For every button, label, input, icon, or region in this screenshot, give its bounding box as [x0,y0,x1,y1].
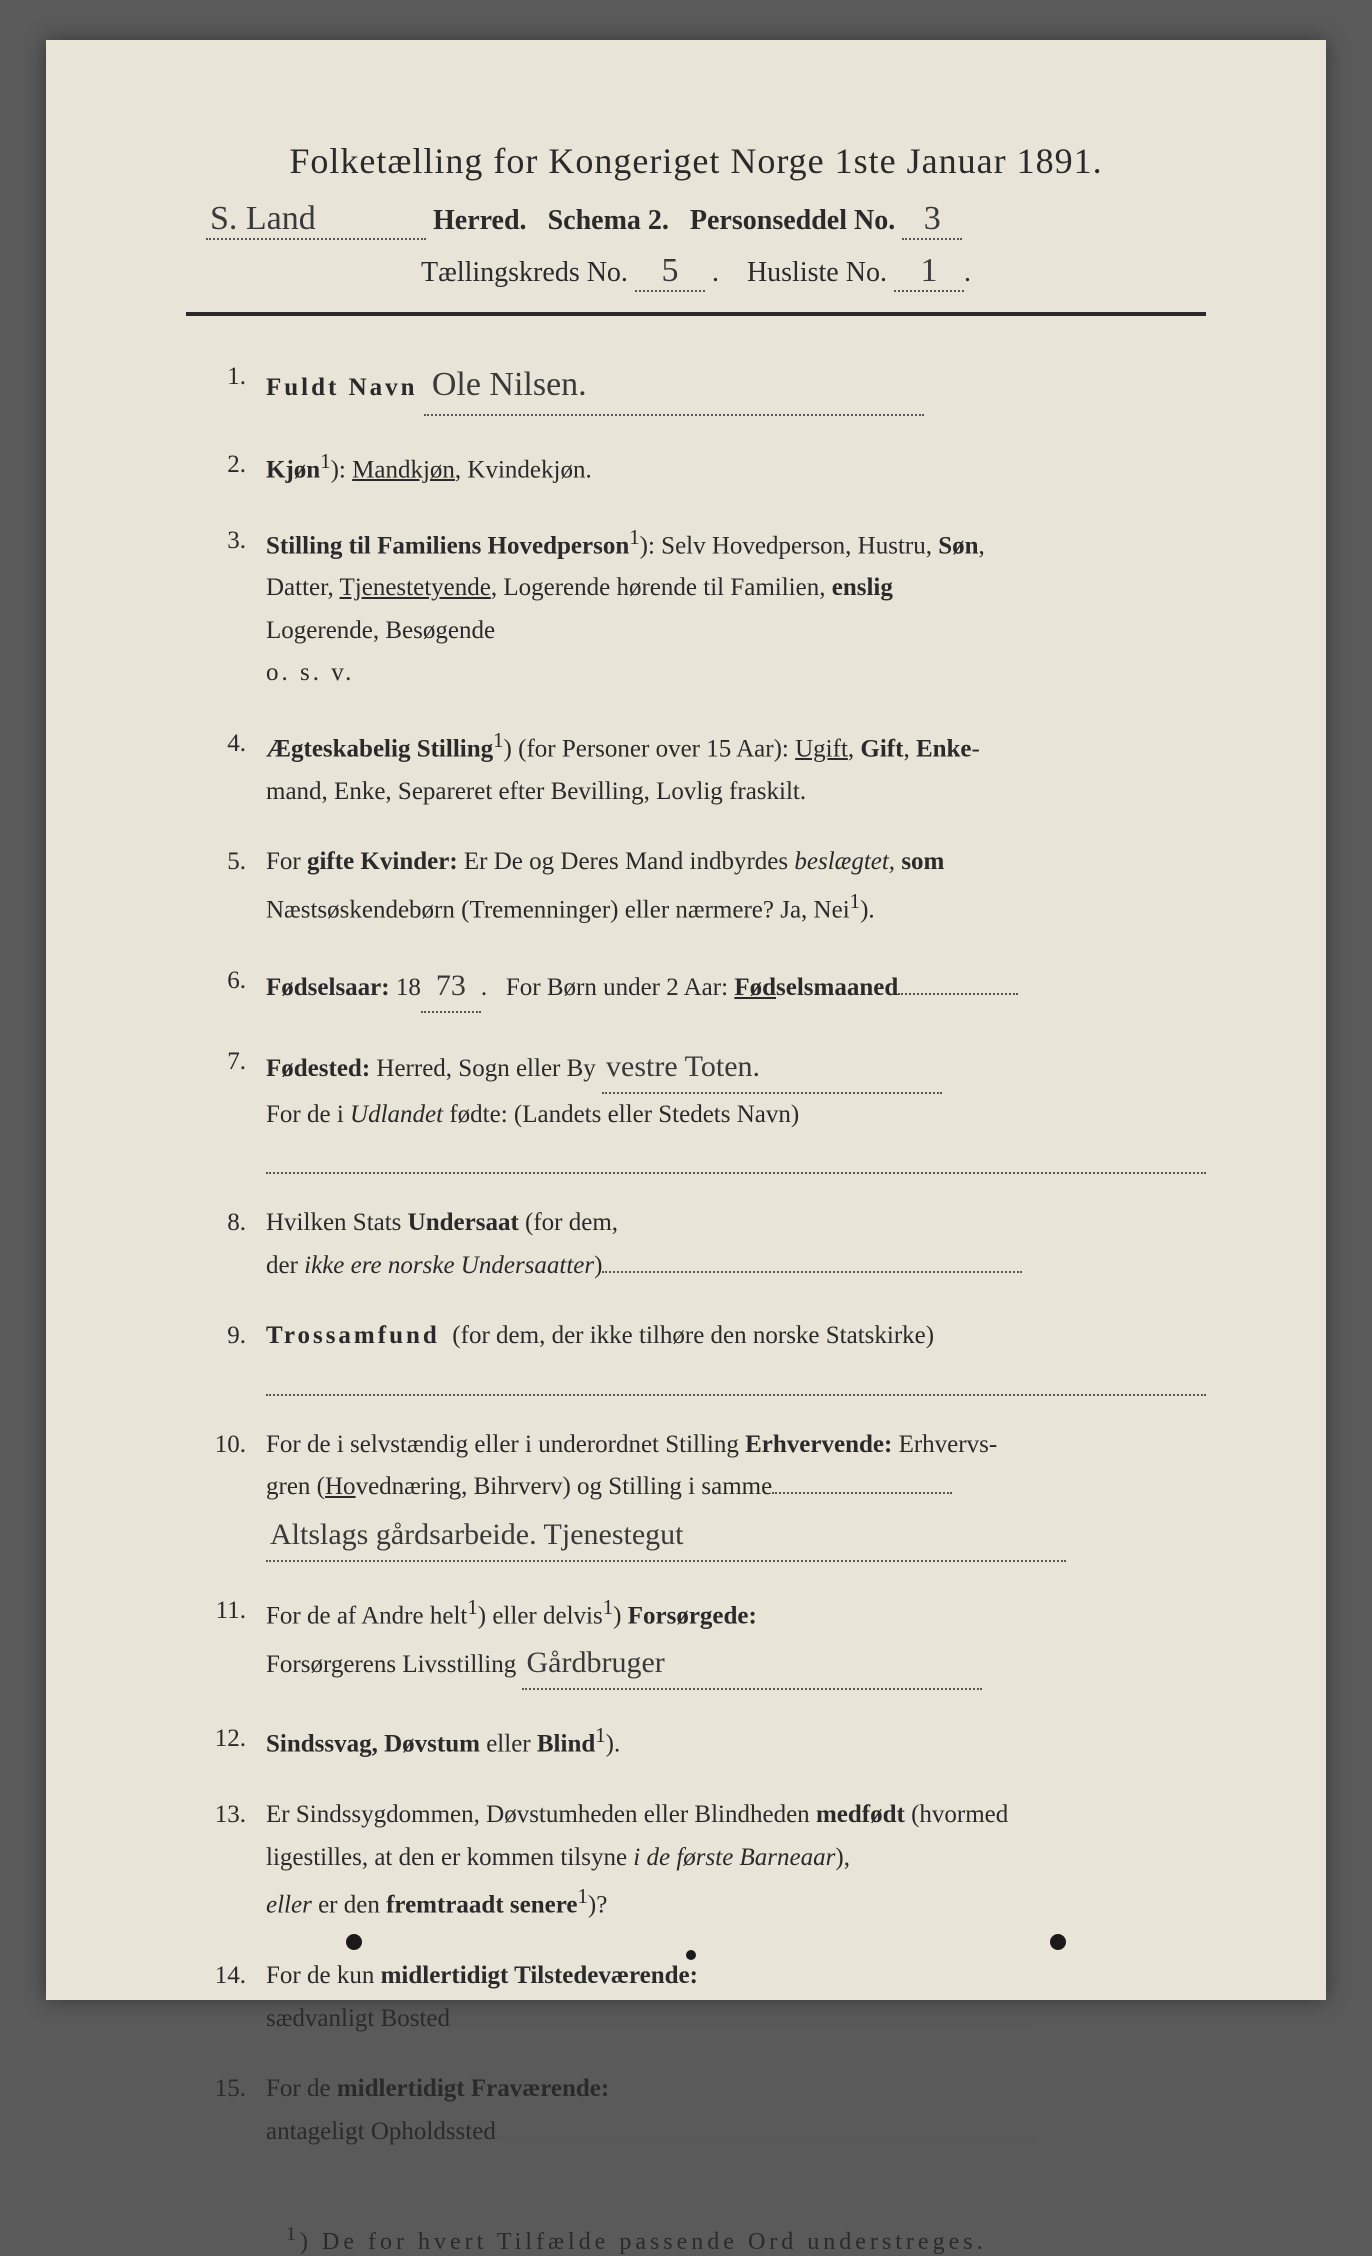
name-handwritten: Ole Nilsen. [424,356,924,416]
entry-label: Undersaat [408,1209,519,1236]
entry-number: 5. [206,841,266,931]
personseddel-label: Personseddel No. [690,205,895,236]
birthplace-handwritten: vestre Toten. [602,1041,942,1094]
entry-label: Ægteskabelig Stilling [266,735,493,762]
inkblot-icon [1050,1934,1066,1950]
entry-label: gifte Kvinder: [307,848,458,875]
entry-12: 12. Sindssvag, Døvstum eller Blind1). [206,1718,1206,1766]
husliste-label: Husliste No. [747,257,887,288]
entry-label: Stilling til Familiens Hovedperson [266,532,629,559]
marital-selected: Ugift [795,735,848,762]
personseddel-no-handwritten: 3 [902,200,962,240]
entry-number: 10. [206,1424,266,1562]
kreds-no-handwritten: 5 [635,252,705,292]
entry-2: 2. Kjøn1): Mandkjøn, Kvindekjøn. [206,444,1206,492]
entry-5: 5. For gifte Kvinder: Er De og Deres Man… [206,841,1206,931]
census-form-page: Folketælling for Kongeriget Norge 1ste J… [46,40,1326,2000]
schema-label: Schema 2. [548,205,669,236]
entry-label: Kjøn [266,456,320,483]
entry-label: Trossamfund [266,1322,440,1349]
entry-number: 2. [206,444,266,492]
kreds-label: Tællingskreds No. [421,257,628,288]
entry-number: 9. [206,1315,266,1396]
entry-10: 10. For de i selvstændig eller i underor… [206,1424,1206,1562]
entry-4: 4. Ægteskabelig Stilling1) (for Personer… [206,723,1206,813]
entry-number: 12. [206,1718,266,1766]
entry-number: 6. [206,960,266,1013]
entry-number: 15. [206,2068,266,2153]
birth-year-handwritten: 73 [421,960,481,1013]
entry-label: Forsørgede: [628,1602,757,1629]
entry-number: 3. [206,520,266,695]
entry-number: 8. [206,1202,266,1287]
entry-label: Erhvervende: [745,1431,892,1458]
herred-label: Herred. [433,205,527,236]
form-header: Folketælling for Kongeriget Norge 1ste J… [186,140,1206,292]
relation-selected: Tjenestetyende [340,574,491,601]
entry-number: 14. [206,1955,266,2040]
entry-11: 11. For de af Andre helt1) eller delvis1… [206,1590,1206,1691]
entry-number: 7. [206,1041,266,1175]
entry-label: Fødselsaar: [266,974,390,1001]
entry-8: 8. Hvilken Stats Undersaat (for dem, der… [206,1202,1206,1287]
entry-label: Fødested: [266,1055,370,1082]
inkblot-icon [346,1934,362,1950]
footnote: 1) De for hvert Tilfælde passende Ord un… [186,2223,1206,2256]
entry-number: 11. [206,1590,266,1691]
entry-label: midlertidigt Tilstedeværende: [381,1962,698,1989]
herred-handwritten: S. Land [206,200,426,240]
subheader-line-1: S. Land Herred. Schema 2. Personseddel N… [186,200,1206,240]
entry-number: 4. [206,723,266,813]
entry-7: 7. Fødested: Herred, Sogn eller By vestr… [206,1041,1206,1175]
inkblot-icon [686,1950,696,1960]
entry-13: 13. Er Sindssygdommen, Døvstumheden elle… [206,1794,1206,1927]
entry-number: 13. [206,1794,266,1927]
occupation-handwritten: Altslags gårdsarbeide. Tjenestegut [266,1509,1066,1562]
gender-selected: Mandkjøn [352,456,455,483]
entry-9: 9. Trossamfund (for dem, der ikke tilhør… [206,1315,1206,1396]
subheader-line-2: Tællingskreds No. 5 . Husliste No. 1. [186,252,1206,292]
entry-label: medfødt [816,1801,905,1828]
header-divider [186,312,1206,316]
entry-6: 6. Fødselsaar: 1873. For Børn under 2 Aa… [206,960,1206,1013]
entry-label: midlertidigt Fraværende: [337,2075,609,2102]
husliste-no-handwritten: 1 [894,252,964,292]
entry-15: 15. For de midlertidigt Fraværende: anta… [206,2068,1206,2153]
entry-label: Sindssvag, Døvstum [266,1731,480,1758]
form-title: Folketælling for Kongeriget Norge 1ste J… [186,140,1206,182]
entry-1: 1. Fuldt Navn Ole Nilsen. [206,356,1206,416]
entry-3: 3. Stilling til Familiens Hovedperson1):… [206,520,1206,695]
entry-14: 14. For de kun midlertidigt Tilstedevære… [206,1955,1206,2040]
provider-handwritten: Gårdbruger [522,1637,982,1690]
entry-number: 1. [206,356,266,416]
entry-label: Fuldt Navn [266,374,418,401]
form-entries: 1. Fuldt Navn Ole Nilsen. 2. Kjøn1): Man… [186,356,1206,2153]
